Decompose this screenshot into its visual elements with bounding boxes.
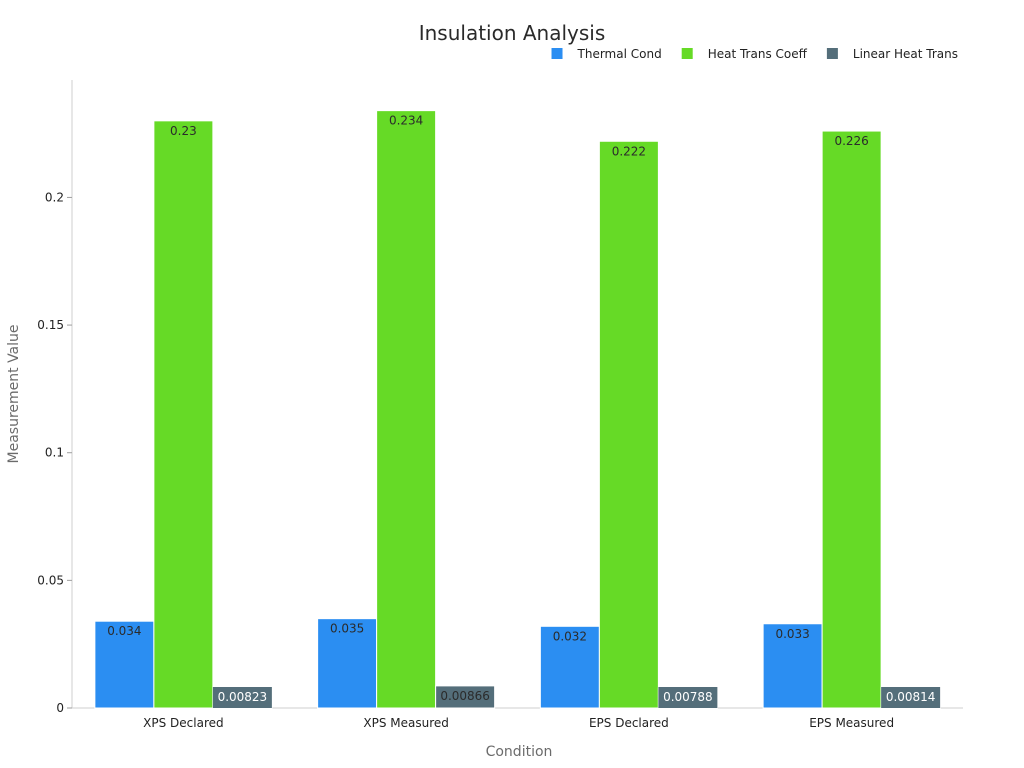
legend: Thermal Cond Heat Trans Coeff Linear Heat … [551, 47, 958, 61]
bar [821, 130, 882, 709]
data-label-background [212, 687, 272, 708]
bar [376, 110, 437, 709]
y-tick-label: 0 [56, 701, 64, 715]
y-tick-label: 0.15 [37, 318, 64, 332]
data-label: 0.034 [107, 624, 141, 638]
legend-label: Heat Trans Coeff [708, 47, 808, 61]
y-tick-label: 0.2 [45, 190, 64, 204]
x-ticks: XPS Declared XPS Measured EPS Declared EPS … [143, 716, 894, 730]
data-label: 0.00866 [440, 689, 490, 703]
data-label: 0.00814 [886, 690, 936, 704]
data-label: 0.23 [170, 124, 197, 138]
data-labels: 0.034 0.23 0.00823 0.035 0.234 0.00866 0.032 0.… [107, 114, 941, 708]
data-label: 0.033 [775, 627, 809, 641]
legend-swatch [826, 48, 838, 59]
bar [539, 625, 600, 709]
y-axis-title: Measurement Value [6, 324, 22, 463]
data-label-background [658, 687, 718, 708]
x-tick-label: EPS Measured [809, 716, 894, 730]
y-ticks: 0 0.05 0.1 0.15 0.2 [37, 190, 72, 715]
bar [762, 623, 823, 709]
y-tick-label: 0.05 [37, 573, 64, 587]
legend-item: Thermal Cond [551, 47, 662, 61]
plot-area: 0 0.05 0.1 0.15 0.2 XPS Declared XPS Measured… [37, 80, 963, 730]
legend-swatch [551, 48, 563, 59]
data-label: 0.00823 [218, 690, 268, 704]
x-axis-title: Condition [486, 744, 553, 760]
x-tick-label: EPS Declared [589, 716, 669, 730]
x-tick-label: XPS Declared [143, 716, 223, 730]
bar [435, 685, 496, 709]
data-label: 0.222 [612, 144, 646, 158]
legend-label: Linear Heat Trans [853, 47, 958, 61]
bar [598, 140, 659, 709]
bar [94, 620, 155, 709]
data-label: 0.234 [389, 114, 423, 128]
data-label: 0.032 [553, 629, 587, 643]
bars [94, 110, 941, 709]
data-label: 0.035 [330, 622, 364, 636]
legend-item: Linear Heat Trans [826, 47, 958, 61]
legend-label: Thermal Cond [577, 47, 662, 61]
bar [153, 120, 214, 709]
legend-swatch [681, 48, 693, 59]
legend-item: Heat Trans Coeff [681, 47, 808, 61]
x-tick-label: XPS Measured [363, 716, 449, 730]
data-label-background [881, 687, 941, 708]
y-tick-label: 0.1 [45, 446, 64, 460]
chart-title: Insulation Analysis [419, 21, 606, 45]
data-label: 0.00788 [663, 690, 713, 704]
bar [317, 618, 378, 709]
data-label: 0.226 [834, 134, 868, 148]
